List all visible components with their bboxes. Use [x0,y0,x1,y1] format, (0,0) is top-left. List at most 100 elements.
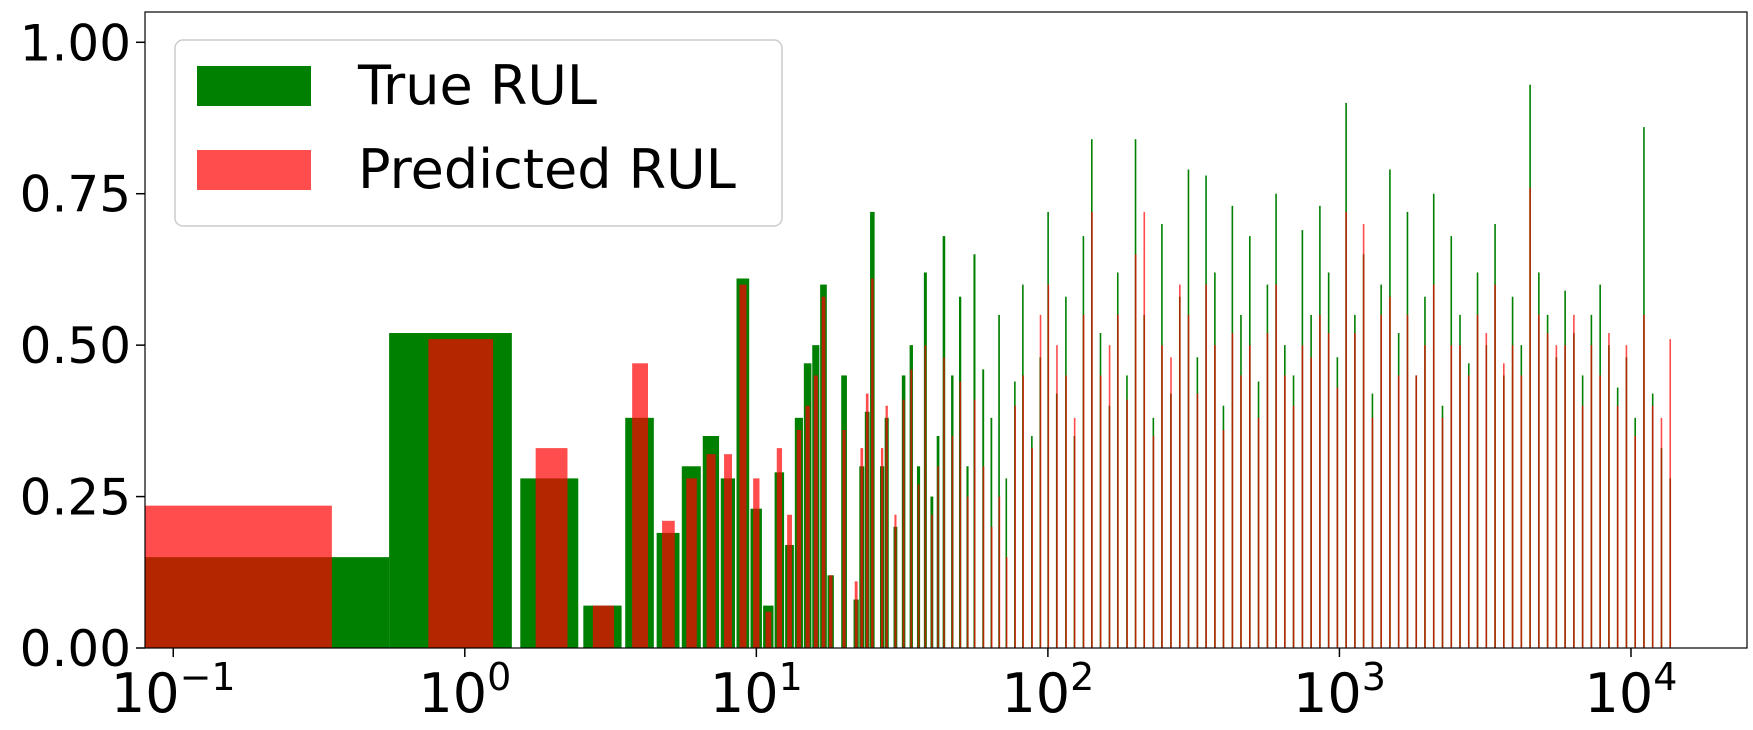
predicted-rul-bar [1275,284,1277,648]
predicted-rul-bar [1485,333,1488,648]
predicted-rul-bar [706,454,716,648]
predicted-rul-bar [1362,224,1365,648]
legend-box [174,39,783,227]
predicted-rul-bar [1555,345,1558,648]
predicted-rul-bar [1520,375,1523,648]
true-rul-bar [998,314,1000,648]
predicted-rul-bar [951,436,954,648]
predicted-rul-bar [1424,345,1426,648]
predicted-rul-bar [1161,345,1163,648]
predicted-rul-bar [1301,345,1304,648]
predicted-rul-bar [428,339,494,648]
predicted-rul-bar [880,448,884,648]
predicted-rul-bar [959,381,962,648]
predicted-rul-bar [1432,284,1435,648]
predicted-rul-bar [1538,314,1540,648]
predicted-rul-bar [990,526,993,648]
predicted-rul-bar [1022,375,1024,648]
predicted-rul-bar [865,393,869,648]
predicted-rul-bar [787,514,792,648]
predicted-rul-bar [1634,436,1636,648]
predicted-rul-bar [1222,429,1225,648]
predicted-rul-bar [1643,314,1645,648]
x-tick-label: 10−1 [111,655,236,725]
x-tick-label: 104 [1585,655,1678,725]
predicted-rul-bar [1573,314,1575,648]
predicted-rul-bar [1170,357,1172,648]
x-axis: 10−1 100 101 102 103 104 [111,648,1678,725]
predicted-rul-bar [1319,314,1321,648]
predicted-rul-bar [998,496,1001,648]
predicted-rul-bar [796,429,802,648]
predicted-rul-bar [902,399,905,648]
x-tick-label: 102 [1001,655,1094,725]
predicted-rul-bar [829,575,833,648]
y-tick-label: 0.75 [20,166,131,224]
predicted-rul-bar [1450,345,1453,648]
predicted-rul-bar [662,520,675,648]
predicted-rul-bar [982,466,985,648]
predicted-rul-bar [776,448,783,648]
predicted-rul-bar [937,466,939,648]
predicted-rul-bar [943,357,945,648]
predicted-rul-bar [1205,284,1207,648]
predicted-rul-bar [973,399,976,648]
predicted-rul-bar [1014,405,1016,648]
predicted-rul-bar [1143,211,1146,648]
predicted-rul-bar [1126,399,1128,648]
y-tick-label: 0.25 [20,469,131,527]
predicted-rul-bar [910,369,913,648]
predicted-rul-bar [1336,387,1339,648]
predicted-rul-bar [1608,333,1610,648]
predicted-rul-bar [1152,436,1155,648]
y-tick-label: 0.50 [20,317,131,375]
predicted-rul-bar [821,296,826,648]
y-axis: 0.00 0.25 0.50 0.75 1.00 [20,14,145,678]
x-tick-label: 103 [1293,655,1386,725]
predicted-rul-bar [1240,375,1242,648]
y-tick-label: 1.00 [20,14,131,72]
predicted-rul-bar [1660,417,1663,648]
predicted-rul-bar [1117,314,1119,648]
legend-swatch-predicted-rul [197,150,311,190]
predicted-rul-bar [1503,363,1505,648]
legend-swatch-true-rul [197,66,311,106]
predicted-rul-bar [1380,314,1382,648]
predicted-rul-bar [1389,296,1391,648]
predicted-rul-bar [871,278,874,648]
predicted-rul-bar [739,284,747,648]
predicted-rul-bar [1091,211,1093,648]
predicted-rul-bar [1231,333,1234,648]
legend: True RUL Predicted RUL [174,39,783,227]
predicted-rul-bar [1257,417,1260,648]
predicted-rul-bar [1327,333,1330,648]
predicted-rul-bar [860,448,864,648]
predicted-rul-bar [535,448,568,648]
predicted-rul-bar [1065,375,1067,648]
predicted-rul-bar [1406,314,1409,648]
predicted-rul-bar [1546,333,1549,648]
predicted-rul-bar [1467,375,1470,648]
predicted-rul-bar [854,581,858,648]
predicted-rul-bar [1056,345,1058,648]
predicted-rul-bar [1511,345,1514,648]
predicted-rul-bar [1047,284,1050,648]
predicted-rul-bar [842,429,846,648]
predicted-rul-bar [145,505,332,648]
predicted-rul-bar [1031,448,1033,648]
predicted-rul-bar [1581,405,1584,648]
predicted-rul-bar [1073,417,1076,648]
predicted-rul-bar [753,478,760,648]
predicted-rul-bar [1616,405,1619,648]
predicted-rul-bar [1179,284,1181,648]
predicted-rul-bar [1134,254,1137,649]
predicted-rul-bar [1625,345,1628,648]
y-tick-label: 0.00 [20,620,131,678]
predicted-rul-bar [885,405,888,648]
predicted-rul-bar [1441,417,1444,648]
predicted-rul-bar [765,611,772,648]
legend-label-predicted-rul: Predicted RUL [358,138,736,201]
predicted-rul-bar [1266,333,1269,648]
predicted-rul-series [145,187,1672,649]
